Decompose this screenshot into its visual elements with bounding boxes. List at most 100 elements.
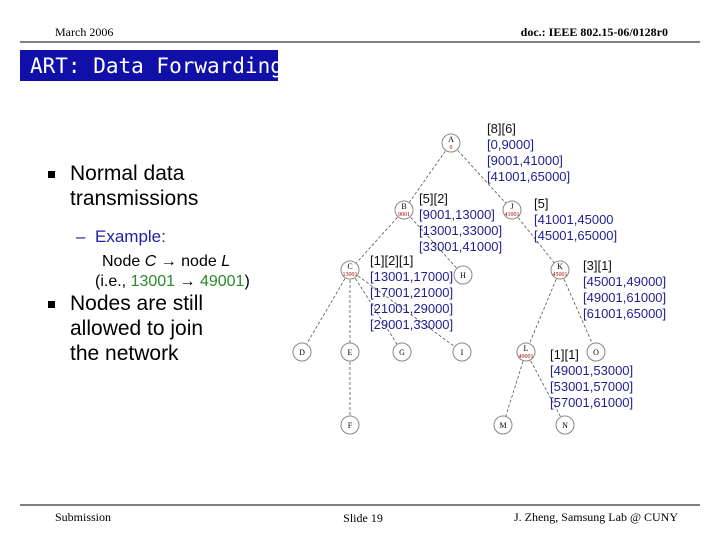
annotation-range: [49001,61000]	[583, 290, 666, 305]
node-label: B	[401, 202, 406, 211]
bullet-text: allowed to join	[70, 317, 203, 340]
bullet-marker	[48, 171, 55, 178]
sub-part: Node	[102, 253, 145, 270]
annotation-range: [0,9000]	[487, 137, 534, 152]
node-label: H	[460, 271, 466, 280]
node-label: J	[510, 202, 513, 211]
tree-node	[502, 200, 522, 220]
tree-edge	[349, 269, 463, 353]
tree-node	[340, 260, 360, 280]
annotation-range: [13001,33000]	[419, 223, 502, 238]
node-label: N	[562, 421, 568, 430]
sub-part: (i.e.,	[95, 273, 131, 290]
sub-part: →	[175, 273, 200, 290]
tree-edge	[502, 351, 527, 426]
tree-node	[392, 342, 412, 362]
tree-edge	[450, 142, 513, 211]
header-doc: doc.: IEEE 802.15-06/0128r0	[521, 25, 668, 39]
tree-edge	[349, 269, 403, 353]
annotation-range: [9001,13000]	[419, 207, 495, 222]
node-label: E	[348, 348, 353, 357]
footer-left: Submission	[55, 510, 111, 524]
annotation-range: [13001,17000]	[370, 269, 453, 284]
annotation-range: [57001,61000]	[550, 395, 633, 410]
annotation-range: [61001,65000]	[583, 306, 666, 321]
sub-part: L	[221, 253, 230, 270]
bullet-text: Normal data	[70, 162, 185, 185]
footer-center: Slide 19	[343, 511, 383, 525]
annotation-range: [17001,21000]	[370, 285, 453, 300]
sub-part: )	[244, 273, 249, 290]
annotation-counts: [5]	[534, 196, 548, 211]
node-label: M	[499, 421, 506, 430]
node-address: 0	[450, 145, 453, 151]
tree-node	[292, 342, 312, 362]
bullet-marker	[48, 301, 55, 308]
tree-edges	[301, 142, 597, 426]
tree-node	[516, 342, 536, 362]
annotation-range: [49001,53000]	[550, 363, 633, 378]
node-label: F	[348, 421, 353, 430]
tree-node	[340, 415, 360, 435]
annotation-range: [21001,29000]	[370, 301, 453, 316]
sub-line: Node C → node L	[102, 253, 230, 270]
annotation-counts: [1][1]	[550, 347, 579, 362]
tree-edge	[301, 269, 351, 353]
node-label: I	[461, 348, 464, 357]
sub-part: 13001	[131, 273, 176, 290]
annotation-range: [45001,65000]	[534, 228, 617, 243]
node-address: 13001	[343, 272, 358, 278]
tree-edge	[349, 209, 405, 271]
tree-node	[555, 415, 575, 435]
annotation-counts: [5][2]	[419, 191, 448, 206]
sub-label: Example:	[95, 227, 166, 246]
bullet-text: Nodes are still	[70, 292, 203, 315]
node-label: K	[557, 262, 563, 271]
node-label: L	[524, 344, 529, 353]
slide-title: ART: Data Forwarding	[30, 54, 283, 78]
tree-node	[550, 260, 570, 280]
tree-node	[340, 342, 360, 362]
tree-edge	[511, 209, 561, 271]
node-address: 45001	[553, 272, 568, 278]
title-bar	[20, 50, 278, 81]
bullet-text: the network	[70, 342, 179, 365]
footer-right: J. Zheng, Samsung Lab @ CUNY	[514, 510, 678, 524]
annotation-range: [29001,33000]	[370, 317, 453, 332]
node-address: 49001	[519, 354, 534, 360]
tree-node	[394, 200, 414, 220]
annotation-range: [33001,41000]	[419, 239, 502, 254]
tree-node	[586, 342, 606, 362]
annotation-range: [41001,65000]	[487, 169, 570, 184]
sub-part: C	[145, 253, 157, 270]
tree-edge	[403, 142, 452, 211]
tree-node	[453, 265, 473, 285]
annotation-counts: [8][6]	[487, 121, 516, 136]
node-address: 9001	[398, 212, 410, 218]
node-label: G	[399, 348, 405, 357]
tree-node	[452, 342, 472, 362]
tree-edge	[525, 351, 566, 426]
node-address: 41001	[505, 212, 520, 218]
bullet-text: transmissions	[70, 187, 198, 210]
annotation-range: [53001,57000]	[550, 379, 633, 394]
sub-part: 49001	[200, 273, 245, 290]
tree-node	[493, 415, 513, 435]
annotation-counts: [1][2][1]	[370, 253, 413, 268]
header-date: March 2006	[55, 25, 113, 39]
annotation-range: [41001,45000	[534, 212, 614, 227]
tree-node	[441, 133, 461, 153]
sub-line: (i.e., 13001 → 49001)	[95, 273, 250, 290]
annotation-range: [9001,41000]	[487, 153, 563, 168]
node-label: O	[593, 348, 599, 357]
sub-part: → node	[156, 253, 221, 270]
annotation-range: [45001,49000]	[583, 274, 666, 289]
node-label: C	[347, 262, 352, 271]
node-label: D	[299, 348, 305, 357]
sub-dash: –	[76, 227, 86, 246]
node-label: A	[448, 135, 454, 144]
annotation-counts: [3][1]	[583, 258, 612, 273]
